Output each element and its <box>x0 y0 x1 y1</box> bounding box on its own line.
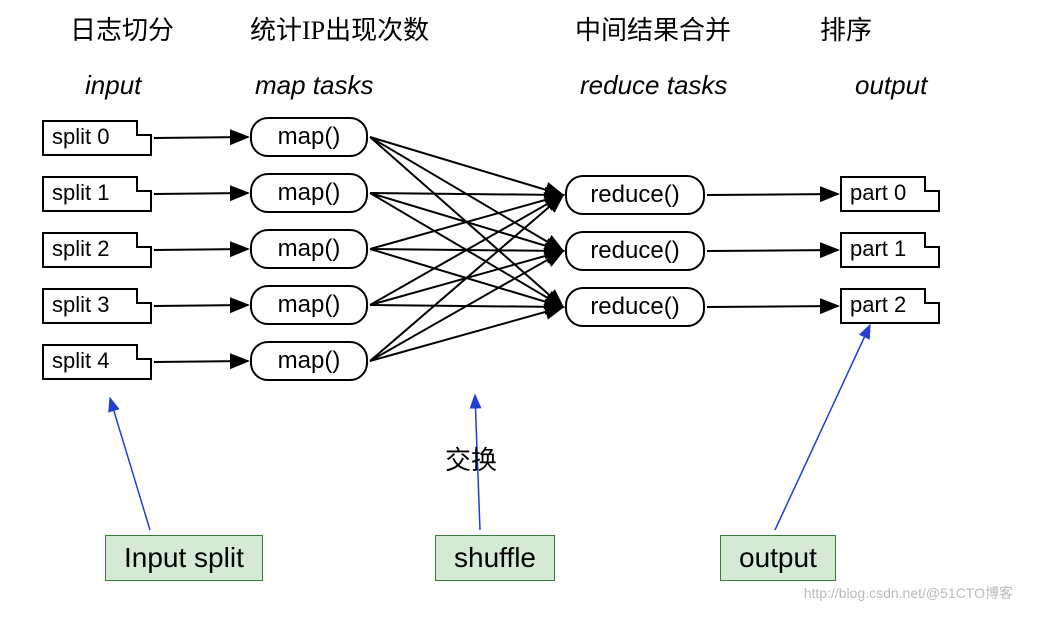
map-box-0: map() <box>250 117 368 157</box>
label-input-split: Input split <box>105 535 263 581</box>
part-box-0: part 0 <box>840 176 940 212</box>
map-box-4: map() <box>250 341 368 381</box>
watermark: http://blog.csdn.net/@51CTO博客 <box>804 583 1013 603</box>
chinese-header-1: 统计IP出现次数 <box>250 10 429 47</box>
column-header-0: input <box>85 70 141 101</box>
column-header-3: output <box>855 70 927 101</box>
split-box-3: split 3 <box>42 288 152 324</box>
part-box-1: part 1 <box>840 232 940 268</box>
split-box-2: split 2 <box>42 232 152 268</box>
chinese-header-0: 日志切分 <box>70 10 174 47</box>
reduce-box-2: reduce() <box>565 287 705 327</box>
map-box-1: map() <box>250 173 368 213</box>
split-box-4: split 4 <box>42 344 152 380</box>
part-box-2: part 2 <box>840 288 940 324</box>
reduce-box-1: reduce() <box>565 231 705 271</box>
column-header-1: map tasks <box>255 70 374 101</box>
exchange-label: 交换 <box>445 440 497 477</box>
chinese-header-3: 排序 <box>820 10 872 47</box>
chinese-header-2: 中间结果合并 <box>575 10 731 47</box>
map-box-3: map() <box>250 285 368 325</box>
column-header-2: reduce tasks <box>580 70 727 101</box>
label-output: output <box>720 535 836 581</box>
map-box-2: map() <box>250 229 368 269</box>
split-box-0: split 0 <box>42 120 152 156</box>
label-shuffle: shuffle <box>435 535 555 581</box>
diagram-root: 日志切分 统计IP出现次数 中间结果合并 排序 input map tasks reduce… <box>0 0 1043 621</box>
split-box-1: split 1 <box>42 176 152 212</box>
reduce-box-0: reduce() <box>565 175 705 215</box>
